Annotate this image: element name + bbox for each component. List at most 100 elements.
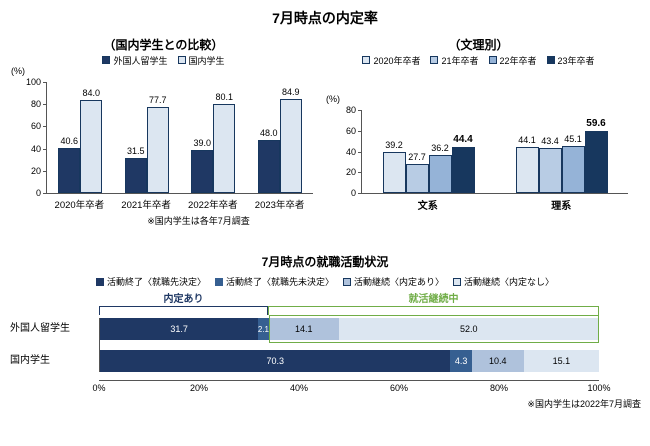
x-axis-label: 2023年卒者 (254, 200, 305, 211)
x-axis-label: 2021年卒者 (121, 200, 171, 211)
bar: 44.1 (515, 135, 539, 193)
bar-segment: 4.3 (450, 350, 472, 372)
employment-status-legend: 活動終了〈就職先決定〉 活動終了〈就職先未決定〉 活動継続〈内定あり〉 活動継続〈内定… (7, 275, 643, 288)
chart-note: ※国内学生は各年7月調査 (147, 216, 250, 226)
y-tick-label: 60 (345, 125, 356, 136)
bar-group: 31.5 77.7 (124, 95, 169, 193)
legend-item: 活動継続〈内定なし〉 (453, 275, 554, 288)
plot: 0 20 40 60 80 (%) 39.2 27.7 36.2 44.4 44.1 43.4 45.1… (326, 94, 628, 198)
chart-legend: 2020年卒者 21年卒者 22年卒者 23年卒者 (321, 52, 636, 68)
x-tick-label: 80% (489, 383, 509, 393)
x-axis-label: 2022年卒者 (188, 200, 238, 211)
y-tick (43, 82, 47, 83)
y-tick-label: 0 (350, 188, 356, 198)
legend-swatch-icon (95, 277, 104, 286)
x-tick-label: 20% (189, 383, 209, 393)
segment-value: 52.0 (459, 324, 478, 334)
legend-item: 22年卒者 (488, 54, 537, 67)
x-tick-label: 60% (389, 383, 409, 393)
y-tick (358, 130, 362, 132)
annotation-bracket (268, 306, 599, 315)
segment-value: 10.4 (489, 356, 507, 366)
chart-title: （文理別） (448, 38, 509, 52)
stacked-bars: 外国人留学生 31.7 2.1 14.1 52.0 国内学生 70.3 4.3 10.4 15.1 (10, 315, 599, 372)
bar-value: 59.6 (586, 118, 606, 130)
segment-value: 4.3 (454, 356, 468, 366)
legend-label: 外国人留学生 (113, 55, 168, 66)
bar: 84.0 (80, 88, 103, 193)
legend-label: 国内学生 (188, 55, 225, 66)
y-axis-unit: (%) (326, 94, 340, 104)
segment-value: 15.1 (552, 356, 571, 366)
bar-group: 44.1 43.4 45.1 59.6 (515, 118, 608, 193)
chart-legend: 外国人留学生 国内学生 (6, 52, 321, 68)
x-tick-label: 0% (92, 383, 106, 393)
legend-label: 活動継続〈内定なし〉 (464, 277, 555, 287)
y-tick (358, 151, 362, 153)
legend-swatch-icon (546, 56, 555, 64)
y-tick-label: 100 (25, 77, 41, 87)
bar: 36.2 (428, 143, 452, 193)
plot-area: 0 20 40 60 80 100 (%) 40.6 84.0 31.5 77.7 39.0 80.1 4… (11, 66, 313, 198)
bar: 84.9 (279, 87, 302, 193)
bar-value: 43.4 (541, 135, 559, 146)
y-tick (43, 126, 47, 128)
x-tick-label: 100% (587, 383, 611, 393)
legend-label: 23年卒者 (557, 55, 595, 66)
bar-value: 44.1 (518, 135, 536, 146)
y-tick-label: 80 (345, 105, 356, 115)
bar: 77.7 (146, 95, 169, 193)
legend-item: 活動終了〈就職先決定〉 (95, 275, 206, 288)
x-axis: 0% 20% 40% 60% 80% 100% (92, 380, 611, 395)
bar-value: 39.2 (385, 140, 403, 151)
segment-value: 70.3 (266, 356, 284, 366)
bar-group: 39.2 27.7 36.2 44.4 (382, 134, 475, 193)
y-tick (43, 148, 47, 150)
plot-area: 0 20 40 60 80 (%) 39.2 27.7 36.2 44.4 44.1 43.4 45.1… (326, 94, 628, 198)
bar-group: 40.6 84.0 (58, 88, 103, 193)
legend-swatch-icon (453, 277, 462, 286)
bar-segment: 2.1 (258, 318, 269, 340)
legend-swatch-icon (430, 56, 439, 64)
legend-label: 活動終了〈就職先決定〉 (106, 277, 206, 287)
bar-value: 44.4 (453, 133, 473, 145)
bar-group: 39.0 80.1 (191, 92, 236, 193)
bar: 59.6 (584, 118, 608, 193)
segment-value: 31.7 (170, 324, 188, 334)
x-axis-label: 文系 (417, 201, 438, 212)
legend-item: 活動継続〈内定あり〉 (343, 275, 444, 288)
y-axis-unit: (%) (11, 66, 25, 76)
bottom-chart-note: ※国内学生は2022年7月調査 (527, 399, 641, 409)
x-tick-label: 40% (289, 383, 309, 393)
bar-segment: 70.3 (100, 350, 451, 372)
segment-value: 14.1 (295, 324, 313, 334)
chart-title: （国内学生との比較） (103, 38, 224, 52)
bar-value: 39.0 (193, 137, 212, 148)
stacked-bar-row: 外国人留学生 31.7 2.1 14.1 52.0 (10, 315, 599, 343)
bar: 45.1 (561, 134, 585, 193)
y-tick-label: 80 (30, 99, 41, 110)
bar-value: 80.1 (215, 92, 234, 103)
x-axis-label: 理系 (551, 201, 572, 212)
x-axis-labels: 2020年卒者 2021年卒者 2022年卒者 2023年卒者 (46, 197, 313, 211)
bar-value: 40.6 (60, 135, 79, 146)
bar: 31.5 (124, 146, 147, 193)
y-tick (43, 170, 47, 172)
bar-segment: 15.1 (523, 350, 599, 372)
bar: 39.2 (382, 140, 406, 193)
legend-label: 活動終了〈就職先未決定〉 (225, 277, 334, 287)
annotation-zone: 内定あり 就活継続中 (99, 288, 599, 318)
bar: 48.0 (257, 128, 280, 193)
bar-segment: 14.1 (268, 318, 339, 340)
bar-groups: 40.6 84.0 31.5 77.7 39.0 80.1 48.0 84.9 (47, 82, 313, 193)
legend-item: 外国人留学生 (102, 54, 168, 67)
y-tick (358, 193, 362, 194)
bar-value: 77.7 (148, 94, 167, 105)
bar-value: 36.2 (431, 143, 449, 154)
row-label: 外国人留学生 (10, 323, 70, 334)
legend-swatch-icon (343, 277, 351, 286)
legend-swatch-icon (362, 56, 371, 64)
bar-group: 48.0 84.9 (257, 87, 302, 193)
stacked-bar-row: 国内学生 70.3 4.3 10.4 15.1 (10, 350, 599, 372)
